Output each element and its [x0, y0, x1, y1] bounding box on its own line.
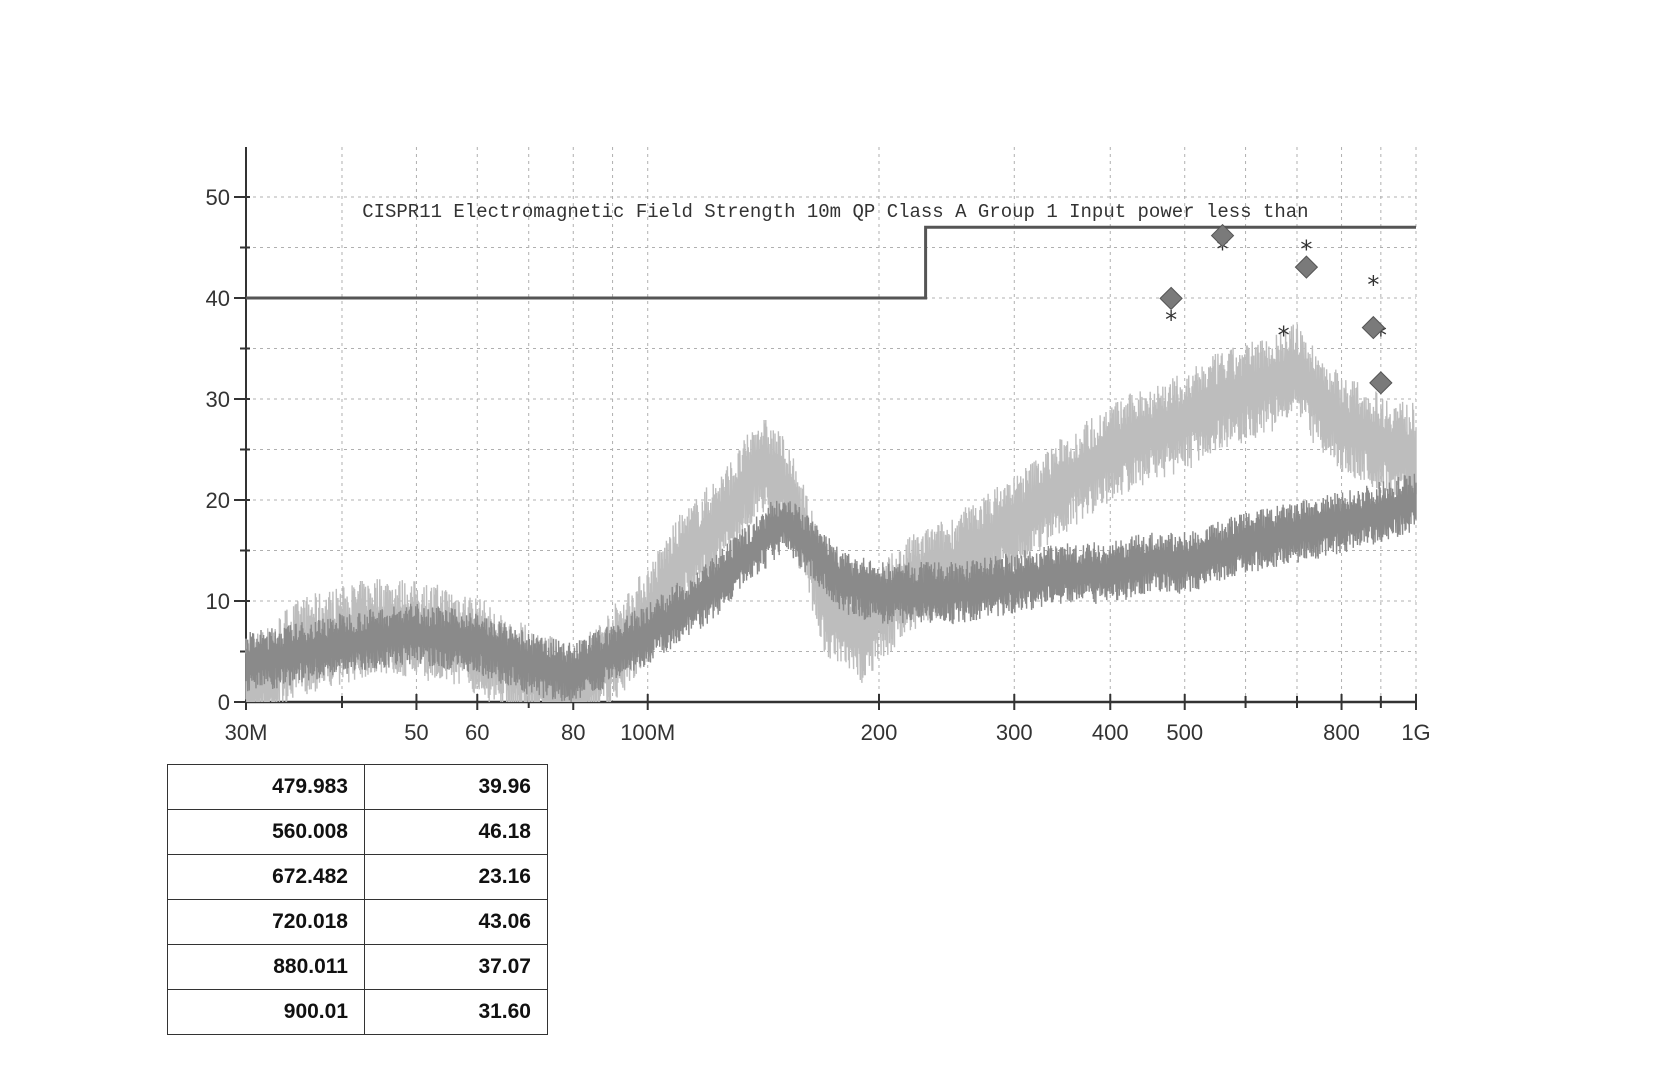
x-tick-label: 50 [404, 720, 428, 745]
y-tick-label: 20 [206, 488, 230, 513]
x-tick-label: 500 [1166, 720, 1203, 745]
frequency-cell: 560.008 [167, 809, 365, 855]
limit-line [246, 225, 1416, 300]
emission-chart: 0 10 20 30 40 50 30M 50 60 80 100M 200 300 400 500 800 1… [206, 147, 1431, 745]
level-cell: 39.96 [364, 764, 548, 810]
level-cell: 43.06 [364, 899, 548, 945]
peak-marker: * [1300, 236, 1312, 264]
table-row: 672.482 23.16 [167, 854, 548, 900]
y-tick-label: 40 [206, 286, 230, 311]
level-cell: 37.07 [364, 944, 548, 990]
frequency-cell: 672.482 [167, 854, 365, 900]
table-row: 880.011 37.07 [167, 944, 548, 990]
level-cell: 46.18 [364, 809, 548, 855]
y-tick-label: 0 [218, 690, 230, 715]
peak-marker: * [1165, 306, 1177, 334]
x-tick-label: 1G [1401, 720, 1430, 745]
limit-line-label: CISPR11 Electromagnetic Field Strength 1… [362, 201, 1308, 223]
table-row: 900.01 31.60 [167, 989, 548, 1035]
table-row: 560.008 46.18 [167, 809, 548, 855]
peak-table-body: 479.983 39.96 560.008 46.18 672.482 23.16 720.… [167, 764, 548, 1035]
y-tick-label: 10 [206, 589, 230, 614]
frequency-cell: 880.011 [167, 944, 365, 990]
y-tick-label: 30 [206, 387, 230, 412]
x-tick-label: 800 [1323, 720, 1360, 745]
table-row: 479.983 39.96 [167, 764, 548, 810]
qp-marker-diamond [1159, 286, 1183, 311]
x-tick-label: 80 [561, 720, 585, 745]
qp-marker-diamond [1361, 315, 1386, 340]
frequency-cell: 720.018 [167, 899, 365, 945]
frequency-cell: 479.983 [167, 764, 365, 810]
level-cell: 31.60 [364, 989, 548, 1035]
x-tick-label: 60 [465, 720, 489, 745]
spectrum-trace-1 [245, 324, 1417, 703]
level-cell: 23.16 [364, 854, 548, 900]
qp-marker-diamond [1294, 255, 1319, 279]
x-tick-label: 300 [996, 720, 1033, 745]
peak-marker: * [1367, 271, 1379, 299]
peak-table: 479.983 39.96 560.008 46.18 672.482 23.16 720.… [167, 764, 548, 1035]
x-tick-label: 400 [1092, 720, 1129, 745]
y-tick-label: 50 [206, 185, 230, 210]
qp-marker-diamond [1369, 371, 1393, 395]
x-tick-label: 30M [225, 720, 268, 745]
spectrum-trace-2 [245, 473, 1417, 703]
x-tick-label: 100M [620, 720, 675, 745]
x-tick-label: 200 [861, 720, 898, 745]
qp-marker-diamond [1210, 223, 1235, 248]
frequency-cell: 900.01 [167, 989, 365, 1035]
table-row: 720.018 43.06 [167, 899, 548, 945]
peak-marker: * [1278, 321, 1290, 349]
